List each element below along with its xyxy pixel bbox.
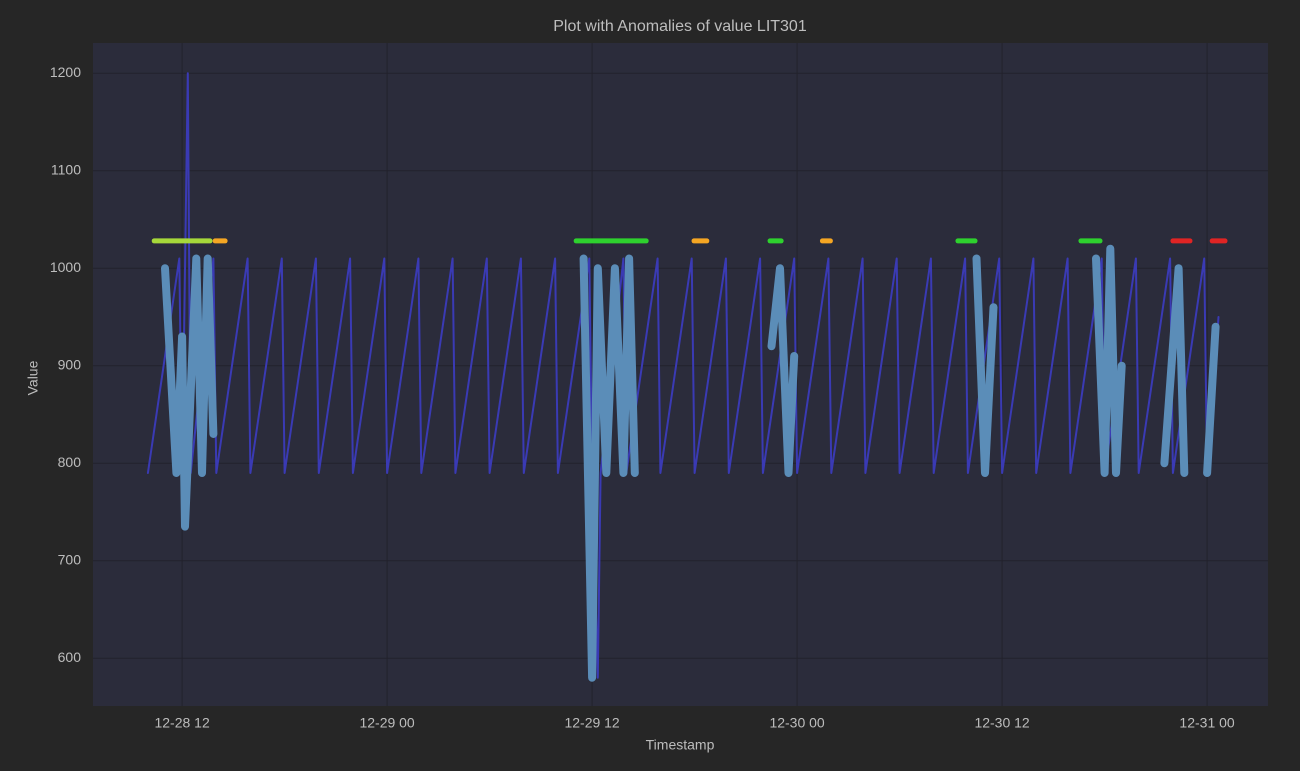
y-tick-label: 1100 [51, 161, 81, 177]
x-tick-label: 12-30 12 [974, 715, 1029, 731]
y-tick-label: 700 [58, 551, 82, 567]
x-axis-label: Timestamp [646, 737, 715, 753]
y-axis-label: Value [25, 360, 41, 395]
x-tick-label: 12-31 00 [1179, 715, 1234, 731]
y-tick-label: 900 [58, 356, 82, 372]
x-tick-label: 12-29 12 [564, 715, 619, 731]
x-tick-label: 12-30 00 [769, 715, 824, 731]
plot-area [93, 43, 1268, 706]
x-tick-label: 12-29 00 [359, 715, 414, 731]
y-tick-label: 800 [58, 454, 82, 470]
y-tick-label: 600 [58, 649, 82, 665]
x-tick-label: 12-28 12 [154, 715, 209, 731]
series-line [161, 244, 1220, 682]
y-tick-label: 1000 [50, 259, 81, 275]
series-line [146, 72, 1220, 679]
y-tick-label: 1200 [50, 64, 81, 80]
chart-title: Plot with Anomalies of value LIT301 [553, 18, 807, 35]
